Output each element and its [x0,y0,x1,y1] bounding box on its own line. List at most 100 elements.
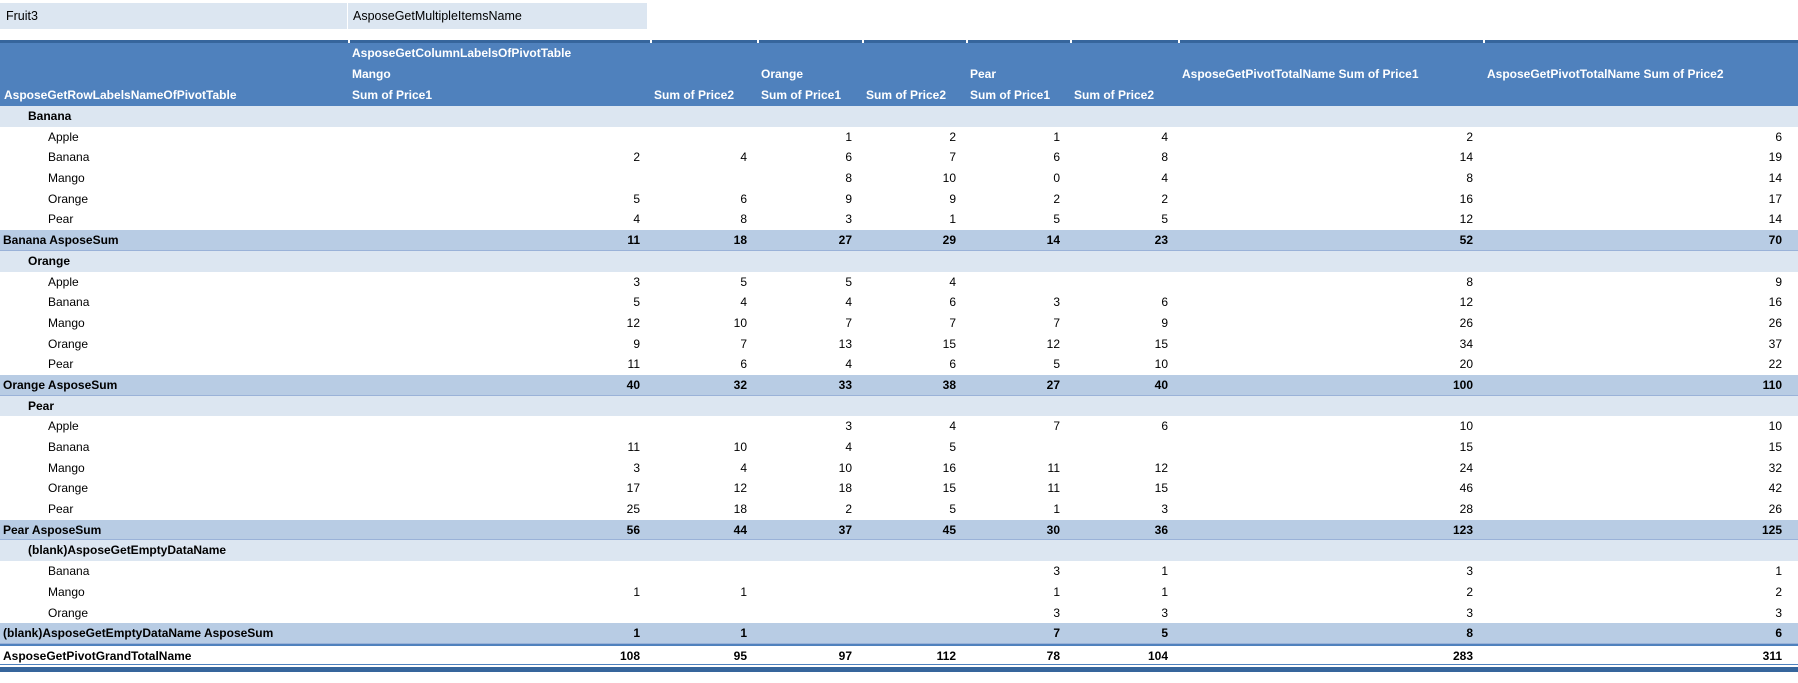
header-cell-divider [1483,40,1485,43]
header-total-price1: AsposeGetPivotTotalName Sum of Price1 [1182,67,1419,81]
filter-value-cell[interactable]: AsposeGetMultipleItemsName [348,3,648,29]
value-cell: 4 [1161,171,1168,186]
item-row: Orange 9 7 13 15 12 15 34 37 [0,334,1798,355]
value-cell: 3 [633,460,640,475]
item-row: Pear 11 6 4 6 5 10 20 22 [0,354,1798,375]
value-cell: 18 [733,233,747,248]
value-cell: 11 [1047,481,1060,496]
value-cell: 6 [740,357,747,372]
row-label: Banana [48,150,90,165]
value-cell: 6 [1775,626,1782,641]
value-cell: 9 [633,336,640,351]
value-cell: 12 [626,315,640,330]
value-cell: 7 [1053,419,1060,434]
value-cell: 12 [1046,336,1060,351]
row-label: Banana [28,109,72,123]
value-cell: 6 [1161,295,1168,310]
bottom-border-gap [0,664,1798,667]
value-cell: 8 [1466,626,1473,641]
value-cell [650,127,757,148]
value-cell: 7 [845,315,852,330]
value-cell: 2 [1775,584,1782,599]
report-filter-row: Fruit3 AsposeGetMultipleItemsName [0,3,648,29]
item-row: Apple 1 2 1 4 2 6 [0,127,1798,148]
value-cell: 283 [1452,648,1473,663]
value-cell [966,437,1070,458]
value-cell: 4 [949,419,956,434]
value-cell: 108 [619,648,640,663]
value-cell: 6 [949,295,956,310]
value-cell: 4 [740,150,747,165]
value-cell: 11 [1047,460,1060,475]
item-row: Orange 3 3 3 3 [0,603,1798,624]
value-cell: 19 [1768,150,1782,165]
value-cell: 6 [845,150,852,165]
header-cell-divider [650,40,652,43]
header-cell-divider [348,40,350,43]
value-cell [348,603,650,624]
value-cell: 3 [1775,605,1782,620]
value-cell: 7 [949,315,956,330]
value-cell: 7 [1053,315,1060,330]
value-cell: 1 [1161,584,1168,599]
row-label: Mango [48,315,85,330]
value-cell: 37 [838,522,852,537]
value-cell: 311 [1762,648,1782,663]
header-column-labels-mango: AsposeGetColumnLabelsOfPivotTable Mango … [352,46,572,102]
value-cell: 2 [949,129,956,144]
value-cell: 28 [1459,502,1473,517]
value-cell: 32 [733,377,747,392]
item-row: Mango 8 10 0 4 8 14 [0,168,1798,189]
value-cell: 32 [1768,460,1782,475]
value-cell: 14 [1459,150,1473,165]
row-label: (blank)AsposeGetEmptyDataName AsposeSum [3,626,274,641]
value-cell: 6 [949,357,956,372]
value-cell [1070,272,1178,293]
header-total-price2: AsposeGetPivotTotalName Sum of Price2 [1487,67,1724,81]
subtotal-row: (blank)AsposeGetEmptyDataName AsposeSum 1… [0,623,1798,644]
value-cell: 78 [1046,648,1060,663]
value-cell: 1 [1053,584,1060,599]
value-cell: 1 [633,584,640,599]
value-cell: 24 [1459,460,1473,475]
value-cell: 40 [1154,377,1168,392]
pivot-table: AsposeGetRowLabelsNameOfPivotTable Aspos… [0,40,1798,672]
value-cell: 8 [1161,150,1168,165]
value-cell: 10 [838,460,852,475]
value-cell: 37 [1768,336,1782,351]
value-cell: 27 [1046,377,1060,392]
item-row: Orange 17 12 18 15 11 15 46 42 [0,478,1798,499]
value-cell: 12 [1459,295,1473,310]
value-cell: 3 [1466,605,1473,620]
value-cell: 46 [1459,481,1473,496]
value-cell: 4 [633,212,640,227]
value-cell: 10 [942,171,956,186]
value-cell [650,416,757,437]
value-cell: 12 [1459,212,1473,227]
value-cell: 8 [1466,274,1473,289]
value-cell: 1 [845,129,852,144]
value-cell: 4 [949,274,956,289]
value-cell: 7 [740,336,747,351]
row-label: Mango [48,584,85,599]
value-cell [966,272,1070,293]
item-row: Banana 11 10 4 5 15 15 [0,437,1798,458]
row-label: Banana [48,564,90,579]
value-cell [650,603,757,624]
value-cell: 2 [1053,191,1060,206]
value-cell: 12 [1154,460,1168,475]
value-cell: 3 [845,419,852,434]
item-row: Mango 3 4 10 16 11 12 24 32 [0,458,1798,479]
value-cell: 15 [1768,440,1782,454]
value-cell: 2 [1466,584,1473,599]
item-row: Mango 1 1 1 1 2 2 [0,582,1798,603]
filter-field-cell[interactable]: Fruit3 [0,3,348,29]
value-cell: 70 [1768,233,1782,248]
value-cell [650,168,757,189]
value-cell: 6 [740,191,747,206]
value-cell [650,561,757,582]
value-cell: 20 [1459,357,1473,372]
row-label: Orange [48,605,89,620]
row-label: Pear [48,357,74,372]
value-cell: 2 [1466,129,1473,144]
